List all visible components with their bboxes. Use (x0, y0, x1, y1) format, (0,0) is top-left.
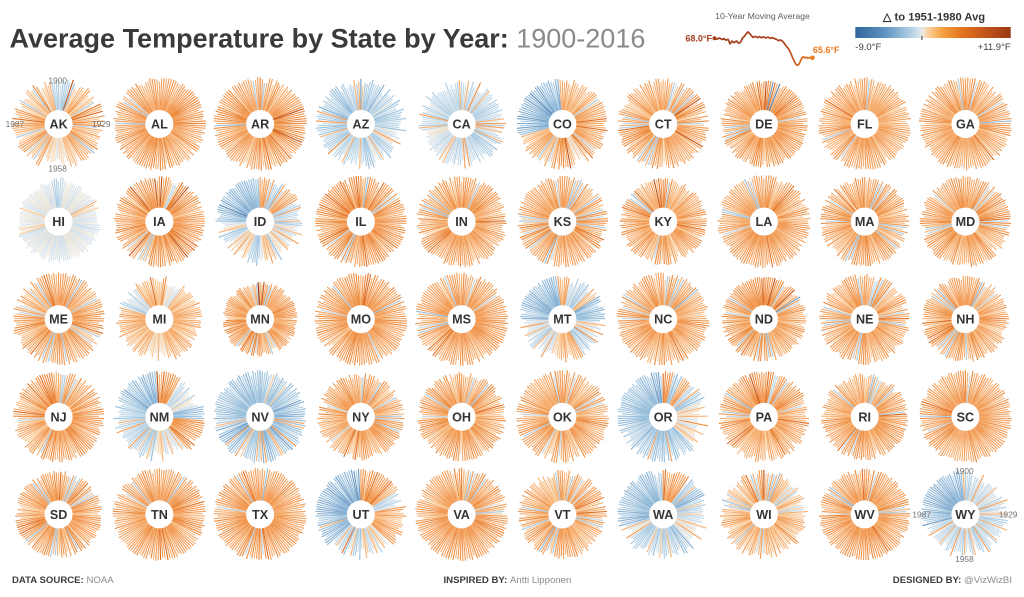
svg-text:ND: ND (755, 313, 773, 327)
svg-text:TN: TN (151, 508, 168, 522)
svg-text:OR: OR (654, 410, 673, 424)
svg-text:WY: WY (955, 508, 976, 522)
svg-text:MA: MA (855, 215, 875, 229)
svg-text:MI: MI (152, 313, 166, 327)
svg-text:PA: PA (756, 410, 773, 424)
svg-text:RI: RI (858, 410, 871, 424)
svg-text:NJ: NJ (51, 410, 67, 424)
svg-text:IN: IN (455, 215, 468, 229)
svg-text:MT: MT (553, 313, 571, 327)
svg-text:DATA SOURCE: NOAA: DATA SOURCE: NOAA (12, 575, 114, 586)
svg-text:SC: SC (957, 410, 975, 424)
svg-text:NE: NE (856, 313, 874, 327)
svg-text:KS: KS (554, 215, 572, 229)
svg-text:ME: ME (49, 313, 68, 327)
svg-text:10-Year Moving Average: 10-Year Moving Average (715, 11, 810, 21)
svg-text:CT: CT (655, 118, 672, 132)
svg-text:△ to 1951-1980 Avg: △ to 1951-1980 Avg (882, 12, 985, 24)
svg-text:VT: VT (554, 508, 570, 522)
svg-text:CA: CA (452, 118, 470, 132)
svg-text:IL: IL (355, 215, 366, 229)
svg-text:WV: WV (855, 508, 876, 522)
svg-text:FL: FL (857, 118, 873, 132)
svg-text:ID: ID (254, 215, 267, 229)
svg-text:HI: HI (52, 215, 65, 229)
svg-text:Average Temperature by State b: Average Temperature by State by Year: 19… (10, 24, 646, 54)
svg-text:+11.9°F: +11.9°F (978, 42, 1011, 53)
svg-text:WI: WI (756, 508, 771, 522)
svg-text:VA: VA (453, 508, 470, 522)
svg-text:-9.0°F: -9.0°F (855, 42, 881, 53)
svg-text:1929: 1929 (92, 119, 111, 129)
svg-text:65.6°F: 65.6°F (813, 45, 840, 55)
svg-text:NH: NH (956, 313, 974, 327)
svg-text:NV: NV (251, 410, 269, 424)
svg-text:MS: MS (452, 313, 471, 327)
svg-text:1929: 1929 (999, 509, 1018, 519)
svg-text:INSPIRED BY: Antti Lipponen: INSPIRED BY: Antti Lipponen (444, 575, 572, 586)
svg-text:DESIGNED BY: @VizWizBI: DESIGNED BY: @VizWizBI (893, 575, 1012, 586)
svg-text:NY: NY (352, 410, 370, 424)
svg-text:MD: MD (956, 215, 976, 229)
svg-text:AL: AL (151, 118, 168, 132)
svg-text:AZ: AZ (353, 118, 370, 132)
svg-text:1987: 1987 (912, 509, 931, 519)
svg-text:TX: TX (252, 508, 269, 522)
svg-text:DE: DE (755, 118, 773, 132)
svg-text:IA: IA (153, 215, 166, 229)
svg-text:OH: OH (452, 410, 471, 424)
svg-text:1987: 1987 (6, 119, 25, 129)
svg-text:1900: 1900 (955, 466, 974, 476)
svg-text:OK: OK (553, 410, 572, 424)
svg-text:AK: AK (49, 118, 67, 132)
svg-text:UT: UT (353, 508, 370, 522)
svg-text:GA: GA (956, 118, 975, 132)
svg-text:68.0°F: 68.0°F (685, 34, 712, 44)
svg-text:1958: 1958 (955, 554, 974, 564)
svg-text:WA: WA (653, 508, 673, 522)
svg-text:KY: KY (654, 215, 672, 229)
svg-text:1900: 1900 (48, 76, 67, 86)
svg-text:LA: LA (756, 215, 773, 229)
svg-text:SD: SD (50, 508, 68, 522)
svg-text:CO: CO (553, 118, 572, 132)
svg-text:MN: MN (250, 313, 270, 327)
svg-text:NM: NM (150, 410, 170, 424)
svg-text:1958: 1958 (48, 164, 67, 174)
svg-text:AR: AR (251, 118, 269, 132)
svg-text:NC: NC (654, 313, 672, 327)
svg-text:MO: MO (351, 313, 371, 327)
